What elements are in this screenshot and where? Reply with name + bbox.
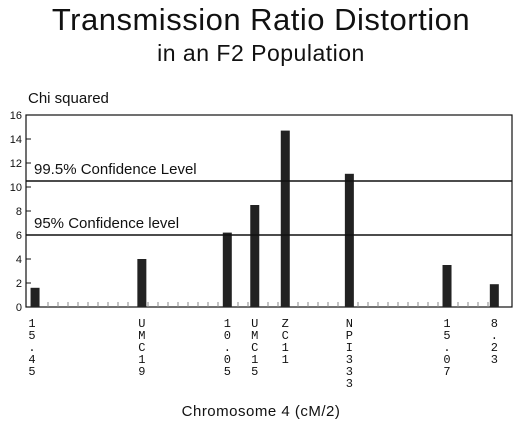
bar (280, 130, 290, 307)
chart-title: Transmission Ratio Distortion (51, 2, 471, 37)
bar (344, 173, 354, 307)
x-axis-label: Chromosome 4 (cM/2) (181, 403, 341, 420)
y-tick-label: 16 (10, 110, 22, 122)
y-tick-label: 12 (10, 158, 22, 170)
chart-subtitle: in an F2 Population (157, 40, 365, 66)
y-tick-label: 14 (10, 134, 22, 146)
y-tick-label: 0 (16, 302, 22, 314)
y-tick-label: 6 (16, 230, 22, 242)
bar (30, 287, 40, 307)
bar (250, 205, 260, 307)
plot-frame (25, 114, 513, 308)
bar (489, 284, 499, 307)
bar (137, 259, 147, 307)
y-tick-label: 4 (16, 254, 22, 266)
y-tick-label: 10 (10, 182, 22, 194)
reference-line-label: 95% Confidence level (34, 215, 179, 232)
bar (222, 232, 232, 307)
reference-line-label: 99.5% Confidence Level (34, 161, 197, 178)
y-tick-label: 2 (16, 278, 22, 290)
y-axis-label: Chi squared (28, 90, 109, 107)
bar (442, 265, 452, 307)
y-tick-label: 8 (16, 206, 22, 218)
